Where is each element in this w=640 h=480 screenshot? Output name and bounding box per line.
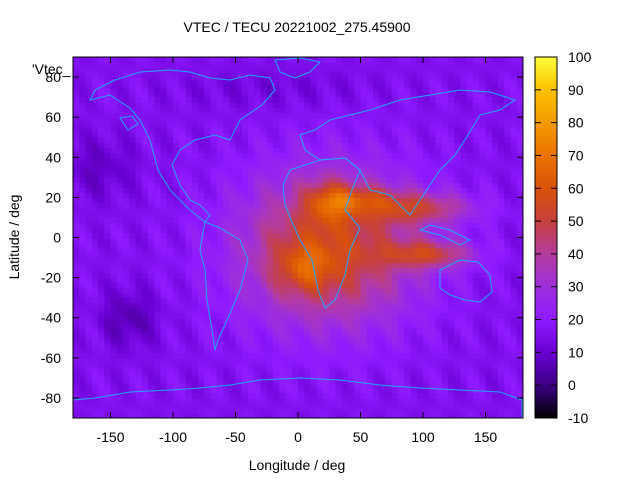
colorbar-tick-label: 0 xyxy=(568,377,576,393)
chart-title: VTEC / TECU 20221002_275.45900 xyxy=(183,19,410,35)
y-axis-label: Latitude / deg xyxy=(6,195,22,280)
y-tick-label: -20 xyxy=(41,270,61,286)
y-tick-label: 20 xyxy=(45,189,61,205)
colorbar-tick-label: 60 xyxy=(568,180,584,196)
colorbar-tick-label: -10 xyxy=(568,410,588,426)
coastline-overlay xyxy=(73,57,523,418)
x-tick-label: 50 xyxy=(353,429,369,445)
y-axis: -80 -60 -40 -20 0 20 40 60 80 xyxy=(41,69,523,406)
y-tick-label: -40 xyxy=(41,310,61,326)
x-axis: -150 -100 -50 0 50 100 150 xyxy=(96,57,497,445)
series-key: 'Vtec_ xyxy=(32,61,71,77)
y-tick-label: 40 xyxy=(45,149,61,165)
y-tick-label: -60 xyxy=(41,350,61,366)
colorbar-tick-label: 20 xyxy=(568,312,584,328)
y-tick-label: 60 xyxy=(45,109,61,125)
y-tick-label: -80 xyxy=(41,390,61,406)
colorbar-tick-label: 30 xyxy=(568,279,584,295)
colorbar-tick-label: 80 xyxy=(568,115,584,131)
y-tick-label: 0 xyxy=(53,230,61,246)
colorbar-tick-label: 40 xyxy=(568,246,584,262)
colorbar xyxy=(534,56,558,419)
x-tick-label: -150 xyxy=(96,429,124,445)
x-tick-label: 100 xyxy=(411,429,435,445)
x-tick-label: -50 xyxy=(225,429,245,445)
y-tick-label: 80 xyxy=(45,69,61,85)
vtec-heatmap xyxy=(73,57,523,418)
x-axis-label: Longitude / deg xyxy=(249,457,346,473)
colorbar-tick-label: 10 xyxy=(568,344,584,360)
colorbar-tick-label: 90 xyxy=(568,82,584,98)
x-tick-label: 150 xyxy=(474,429,498,445)
x-tick-label: 0 xyxy=(294,429,302,445)
colorbar-ticks: -10 0 10 20 30 40 50 60 70 80 90 100 xyxy=(535,49,592,426)
x-tick-label: -100 xyxy=(159,429,187,445)
colorbar-tick-label: 100 xyxy=(568,49,592,65)
colorbar-tick-label: 70 xyxy=(568,147,584,163)
colorbar-tick-label: 50 xyxy=(568,213,584,229)
